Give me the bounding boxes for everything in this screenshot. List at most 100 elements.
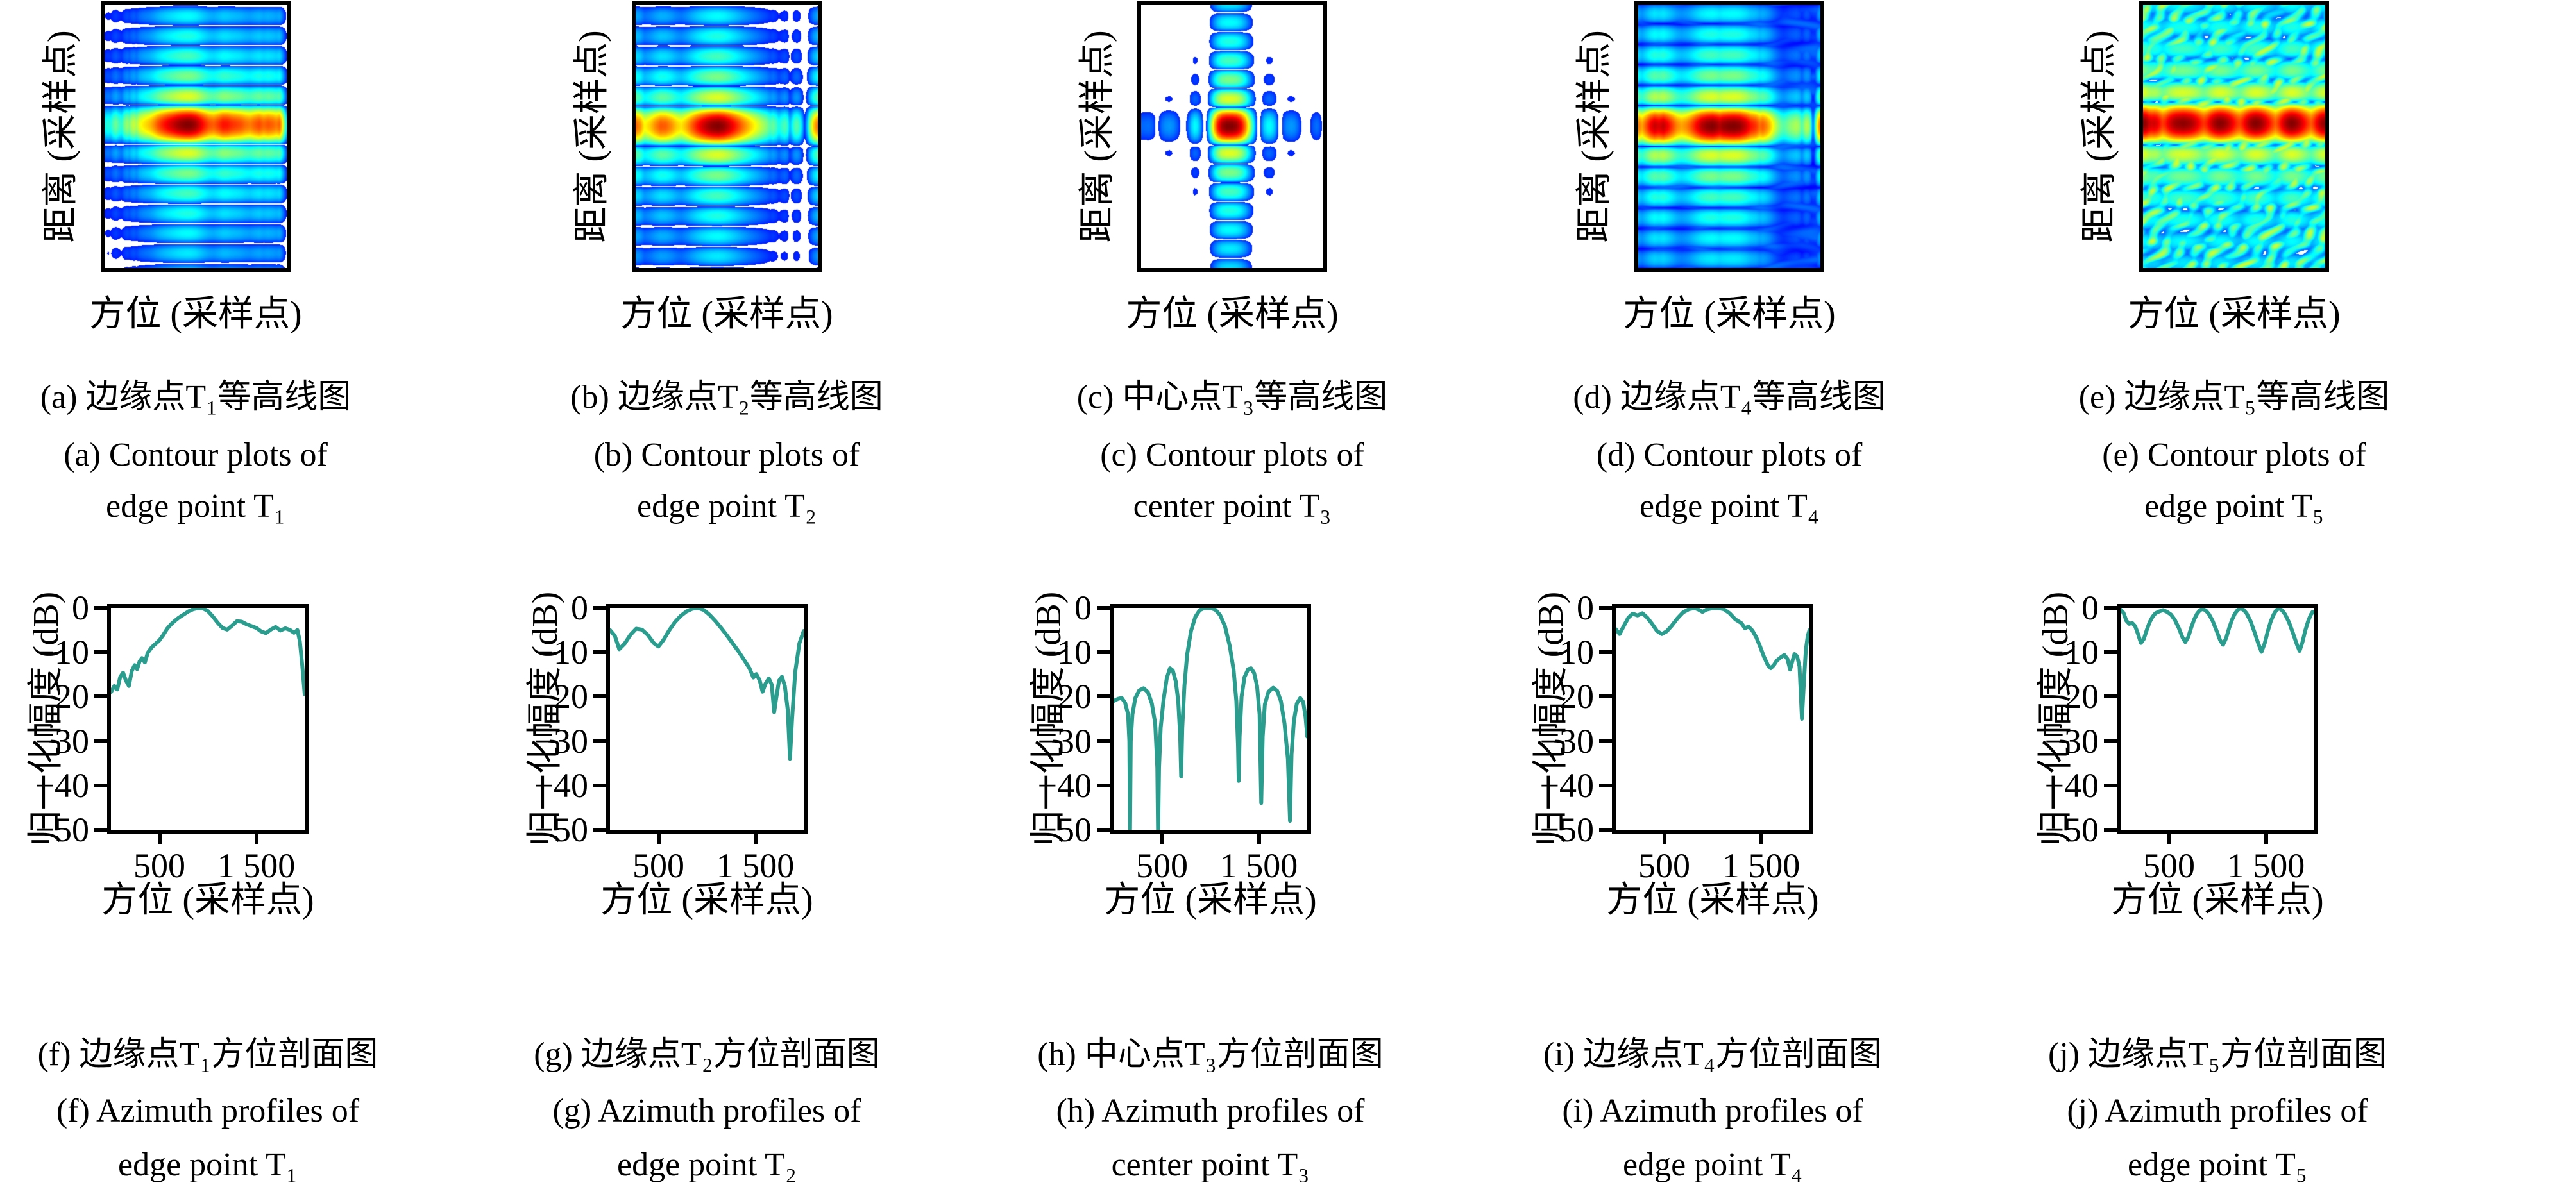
y-tick-mark [1599,606,1612,610]
x-tick-mark [2264,834,2268,844]
azimuth-axis-label: 方位 (采样点) [1623,294,1836,334]
profile-line [610,608,804,759]
y-tick-label: −10 [534,633,588,672]
y-tick-mark [593,739,606,743]
profile-plot-area [107,604,309,834]
profile-plot-area [606,604,808,834]
contour-image [636,5,818,268]
caption-zh: (e) 边缘点T₅等高线图 [2078,379,2390,416]
azimuth-axis-label: 方位 (采样点) [2128,294,2341,334]
y-tick-label: −10 [1539,633,1594,672]
y-tick-label: −50 [1539,811,1594,849]
x-tick-mark [656,834,661,844]
x-tick-label: 1 500 [2226,846,2305,885]
x-tick-mark [1257,834,1261,844]
y-tick-mark [1097,650,1110,655]
y-tick-label: −10 [35,633,89,672]
caption-zh: (c) 中心点T₃等高线图 [1076,379,1388,416]
y-tick-mark [2104,694,2117,699]
caption-en-line1: (e) Contour plots of [2102,437,2366,473]
caption-en-line2: edge point T₂ [616,1147,797,1183]
y-tick-mark [1599,783,1612,787]
y-tick-label: −20 [534,677,588,716]
x-tick-label: 500 [632,846,684,885]
y-tick-label: −50 [2044,811,2099,849]
x-tick-label: 1 500 [1722,846,1801,885]
x-tick-label: 1 500 [217,846,296,885]
y-tick-mark [593,783,606,787]
y-tick-label: −30 [2044,721,2099,761]
profile-plot-area [1110,604,1311,834]
contour-image [2143,5,2325,268]
y-tick-mark [1599,694,1612,699]
caption-zh: (i) 边缘点T₄方位剖面图 [1543,1036,1882,1073]
contour-plot-area [1634,1,1824,272]
range-axis-label: 距离 (采样点) [1078,30,1117,243]
y-tick-mark [94,694,107,699]
y-tick-label: 0 [571,589,588,627]
profile-plot-area [2117,604,2318,834]
contour-image [1141,5,1323,268]
y-tick-mark [2104,606,2117,610]
x-tick-label: 1 500 [1219,846,1298,885]
y-tick-mark [2104,739,2117,743]
y-tick-label: −40 [1037,766,1092,805]
y-tick-mark [593,650,606,655]
caption-en-line2: edge point T₅ [2144,488,2324,525]
contour-image [1638,5,1820,268]
caption-en-line2: edge point T₁ [117,1147,298,1183]
contour-plot-area [1137,1,1327,272]
y-tick-label: −10 [1037,633,1092,672]
range-axis-label: 距离 (采样点) [2080,30,2119,243]
caption-en-line2: edge point T₂ [636,488,817,525]
range-axis-label: 距离 (采样点) [41,30,81,243]
y-tick-label: −30 [1539,721,1594,761]
y-tick-mark [94,828,107,832]
caption-zh: (f) 边缘点T₁方位剖面图 [37,1036,378,1073]
azimuth-axis-label: 方位 (采样点) [101,880,314,920]
profile-plot-area [1612,604,1813,834]
y-tick-label: −30 [534,721,588,761]
caption-zh: (j) 边缘点T₅方位剖面图 [2048,1036,2387,1073]
x-tick-label: 500 [1136,846,1188,885]
caption-en-line2: center point T₃ [1111,1147,1310,1183]
caption-en-line1: (a) Contour plots of [64,437,328,473]
azimuth-axis-label: 方位 (采样点) [600,880,813,920]
caption-en-line1: (c) Contour plots of [1100,437,1364,473]
x-tick-label: 500 [2143,846,2195,885]
x-tick-mark [753,834,758,844]
caption-en-line2: edge point T₁ [105,488,285,525]
y-tick-label: −20 [35,677,89,716]
caption-en-line1: (i) Azimuth profiles of [1562,1093,1863,1129]
caption-zh: (b) 边缘点T₂等高线图 [570,379,883,416]
x-tick-label: 500 [133,846,185,885]
x-tick-label: 1 500 [716,846,795,885]
y-tick-label: −50 [1037,811,1092,849]
y-tick-label: −20 [1539,677,1594,716]
caption-en-line2: edge point T₄ [1622,1147,1802,1183]
x-tick-mark [2167,834,2171,844]
y-tick-mark [593,606,606,610]
azimuth-profile-curve [1616,608,1809,830]
y-tick-mark [1097,739,1110,743]
caption-zh: (h) 中心点T₃方位剖面图 [1037,1036,1384,1073]
azimuth-profile-curve [2121,608,2314,830]
y-tick-label: −40 [35,766,89,805]
caption-zh: (g) 边缘点T₂方位剖面图 [534,1036,880,1073]
x-tick-mark [1662,834,1666,844]
y-tick-mark [2104,828,2117,832]
y-tick-mark [1599,739,1612,743]
y-tick-mark [1097,783,1110,787]
caption-en-line1: (j) Azimuth profiles of [2067,1093,2368,1129]
y-tick-mark [94,783,107,787]
y-tick-mark [1599,650,1612,655]
y-tick-label: −40 [2044,766,2099,805]
azimuth-profile-curve [1114,608,1307,830]
caption-en-line1: (d) Contour plots of [1596,437,1863,473]
profile-line [1616,608,1809,719]
y-tick-label: 0 [1074,589,1092,627]
caption-en-line1: (g) Azimuth profiles of [552,1093,861,1129]
azimuth-axis-label: 方位 (采样点) [620,294,833,334]
caption-en-line1: (f) Azimuth profiles of [56,1093,360,1129]
